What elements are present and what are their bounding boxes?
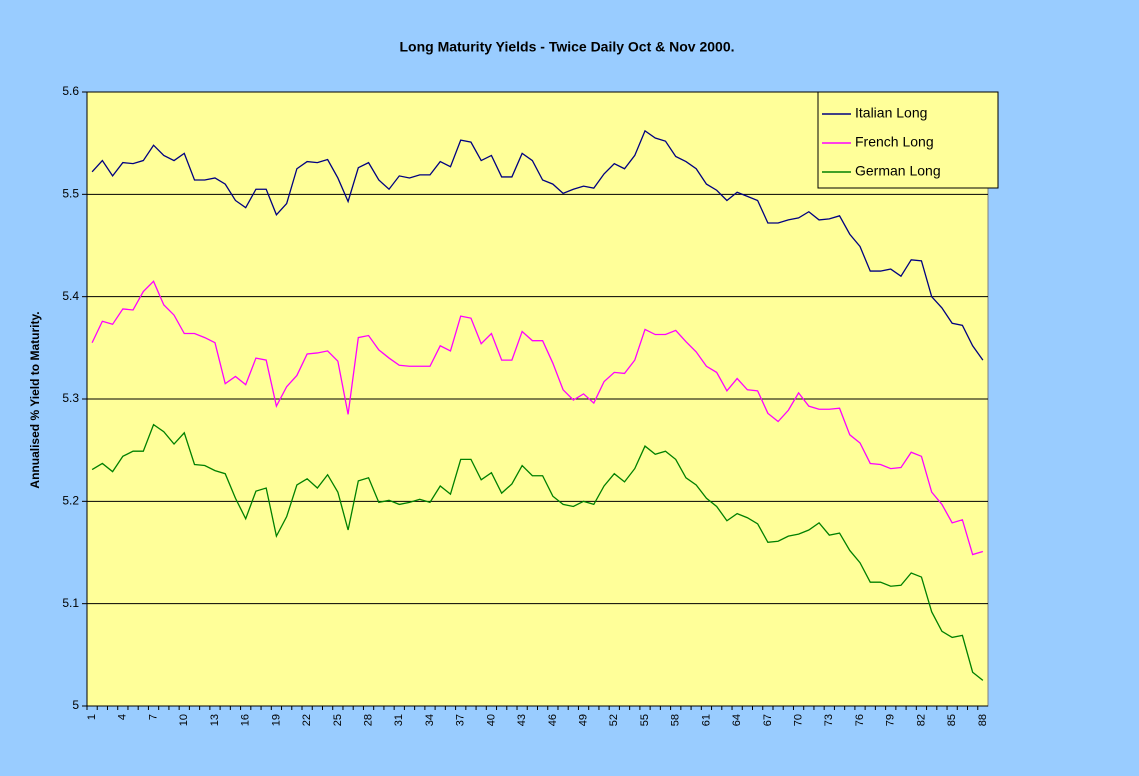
x-tick-label: 52 xyxy=(608,714,620,726)
x-tick-label: 64 xyxy=(731,714,743,726)
x-tick-label: 76 xyxy=(854,714,866,726)
x-tick-label: 67 xyxy=(762,714,774,726)
x-tick-label: 43 xyxy=(516,714,528,726)
x-tick-label: 79 xyxy=(885,714,897,726)
y-tick-label: 5.6 xyxy=(62,84,79,98)
x-tick-label: 49 xyxy=(577,714,589,726)
x-tick-label: 73 xyxy=(823,714,835,726)
x-tick-label: 22 xyxy=(301,714,313,726)
x-tick-label: 31 xyxy=(393,714,405,726)
y-tick-label: 5.2 xyxy=(62,494,79,508)
y-tick-label: 5.5 xyxy=(62,187,79,201)
legend-label: French Long xyxy=(855,134,934,150)
x-tick-label: 37 xyxy=(455,714,467,726)
legend-label: German Long xyxy=(855,163,941,179)
series-line xyxy=(91,129,984,361)
x-tick-label: 13 xyxy=(209,714,221,726)
x-tick-label: 70 xyxy=(792,714,804,726)
x-tick-label: 19 xyxy=(270,714,282,726)
y-tick-label: 5.1 xyxy=(62,596,79,610)
x-tick-label: 7 xyxy=(147,714,159,720)
x-tick-label: 1 xyxy=(86,714,98,720)
y-axis-label: Annualised % Yield to Maturity. xyxy=(28,311,42,488)
x-tick-label: 55 xyxy=(639,714,651,726)
x-tick-label: 58 xyxy=(670,714,682,726)
x-tick-label: 40 xyxy=(485,714,497,726)
x-tick-label: 25 xyxy=(332,714,344,726)
y-tick-label: 5 xyxy=(72,698,79,712)
legend-label: Italian Long xyxy=(855,105,927,121)
x-tick-label: 82 xyxy=(915,714,927,726)
x-tick-label: 34 xyxy=(424,714,436,726)
legend: Italian Long French Long German Long xyxy=(817,91,999,189)
x-tick-label: 85 xyxy=(946,714,958,726)
x-tick-label: 10 xyxy=(178,714,190,726)
x-tick-label: 16 xyxy=(240,714,252,726)
y-tick-label: 5.4 xyxy=(62,289,79,303)
chart-title: Long Maturity Yields - Twice Daily Oct &… xyxy=(399,39,734,55)
y-tick-label: 5.3 xyxy=(62,391,79,405)
series-line xyxy=(91,423,984,681)
series-line xyxy=(91,280,984,556)
x-tick-label: 4 xyxy=(117,714,129,720)
x-tick-label: 28 xyxy=(362,714,374,726)
x-tick-label: 88 xyxy=(977,714,989,726)
x-tick-label: 46 xyxy=(547,714,559,726)
x-tick-label: 61 xyxy=(700,714,712,726)
